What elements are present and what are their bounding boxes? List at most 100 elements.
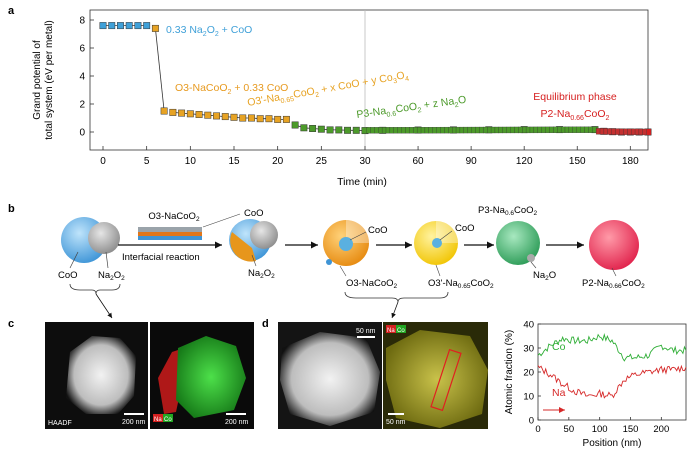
x-tick-label: 20: [272, 156, 284, 167]
data-point: [471, 126, 476, 134]
data-point: [448, 126, 453, 134]
data-point: [518, 126, 523, 134]
scale-bar-d1: [357, 336, 375, 338]
data-point: [451, 126, 457, 134]
y-tick-label: 30: [523, 344, 534, 355]
leader-na2o: [530, 261, 537, 269]
y-axis-label-line2: total system (eV per metal): [44, 20, 55, 139]
data-point: [541, 126, 546, 134]
panel-label-d: d: [262, 318, 269, 330]
data-point: [576, 126, 581, 133]
y-tick-label: 4: [79, 72, 85, 83]
legend-na-text: Na: [154, 417, 162, 423]
panel-label-c: c: [8, 318, 14, 330]
leader-p2: [611, 267, 617, 277]
data-point: [401, 127, 406, 134]
scale-bar-c1: [124, 413, 144, 415]
data-point: [186, 110, 194, 118]
layer-na2o2: [138, 236, 202, 240]
legend-co-text: Co: [164, 417, 172, 423]
data-point: [378, 127, 383, 134]
leader-na2o2-left: [105, 251, 109, 269]
data-point: [522, 126, 527, 134]
data-point: [420, 127, 426, 134]
data-point: [529, 126, 535, 134]
p2-particle: [589, 220, 639, 270]
data-point: [143, 22, 151, 30]
data-point: [239, 114, 247, 122]
plot-frame-d: [537, 323, 687, 421]
x-tick-label: 60: [413, 156, 425, 167]
data-point: [397, 127, 402, 134]
data-point: [374, 127, 379, 134]
data-point: [630, 128, 636, 135]
data-point: [160, 107, 168, 115]
label-interfacial-reaction: Interfacial reaction: [122, 252, 200, 263]
data-point: [381, 127, 387, 134]
data-point: [623, 128, 628, 135]
data-point: [459, 126, 465, 134]
leader-o3p: [435, 264, 441, 277]
data-point: [440, 126, 445, 134]
annotation-equilibrium-title: Equilibrium phase: [533, 91, 617, 103]
scale-text-d2: 50 nm: [386, 419, 406, 426]
panel-label-b: b: [8, 203, 15, 215]
data-point: [502, 126, 507, 134]
y-tick-label: 8: [79, 16, 85, 27]
plot-frame: [89, 9, 649, 151]
y-tick-label: 20: [523, 368, 534, 379]
data-point: [533, 126, 539, 134]
scale-text-c2: 200 nm: [225, 419, 249, 426]
leader-coo-top: [202, 213, 241, 228]
annotation-o3: O3-NaCoO2 + 0.33 CoO: [175, 82, 288, 96]
data-point: [592, 126, 597, 133]
y-axis-label-line1: Grand potential of: [32, 40, 43, 120]
haadf-particle-c: [66, 336, 136, 414]
data-point: [117, 22, 124, 30]
data-point: [385, 127, 391, 134]
microscopy-panel-d: 50 nm Na Co 50 nm: [278, 322, 488, 429]
data-point: [309, 125, 317, 132]
y-tick-label: 0: [79, 128, 85, 139]
annotation-p3: P3-Na0.6CoO2 + z Na2O: [356, 94, 468, 123]
data-point: [549, 126, 554, 134]
scale-text-d1: 50 nm: [356, 328, 376, 335]
data-point: [169, 108, 177, 116]
data-point: [510, 126, 515, 134]
schematic-reaction: CoO Na2O2 O3-NaCoO2 CoO Interfacial reac…: [58, 205, 645, 319]
data-point: [352, 126, 360, 134]
legend-na-box: [153, 414, 163, 422]
label-na2o: Na2O: [533, 270, 556, 282]
data-point: [366, 127, 371, 134]
label-p3-top: P3-Na0.6CoO2: [478, 205, 538, 217]
series-label-na: Na: [552, 387, 566, 399]
y-tick-label: 40: [523, 320, 534, 331]
data-point: [265, 115, 273, 123]
chart-line-scan: 0 10 20 30 40 0 50 100 150 200 Atomic fraction (…: [504, 320, 687, 449]
x-tick-label: 120: [516, 156, 533, 167]
label-p2: P2-Na0.66CoO2: [582, 278, 645, 290]
x-axis-label-d: Position (nm): [583, 438, 642, 449]
leader-coo3: [349, 231, 367, 241]
data-point: [498, 126, 503, 134]
legend-na-box-d: [386, 325, 396, 333]
o3-shell-2: [230, 232, 256, 262]
label-haadf: HAADF: [48, 420, 72, 427]
x-tick-label: 90: [466, 156, 478, 167]
x-tick-label: 150: [569, 156, 586, 167]
x-tick-label: 200: [653, 424, 669, 435]
data-point: [99, 22, 107, 30]
data-point: [638, 128, 644, 136]
legend-co-text-d: Co: [397, 328, 405, 334]
data-point: [424, 127, 430, 134]
data-point: [213, 112, 220, 120]
leader-coo-left: [69, 251, 79, 269]
na2o-speck: [527, 254, 535, 262]
eds-particle-d: [386, 330, 488, 428]
data-point: [487, 126, 492, 134]
eds-co-c: [176, 336, 246, 418]
y-tick-label: 0: [529, 416, 534, 427]
label-o3-top: O3-NaCoO2: [148, 211, 200, 223]
label-coo-left: CoO: [58, 270, 78, 281]
data-point: [282, 115, 290, 123]
